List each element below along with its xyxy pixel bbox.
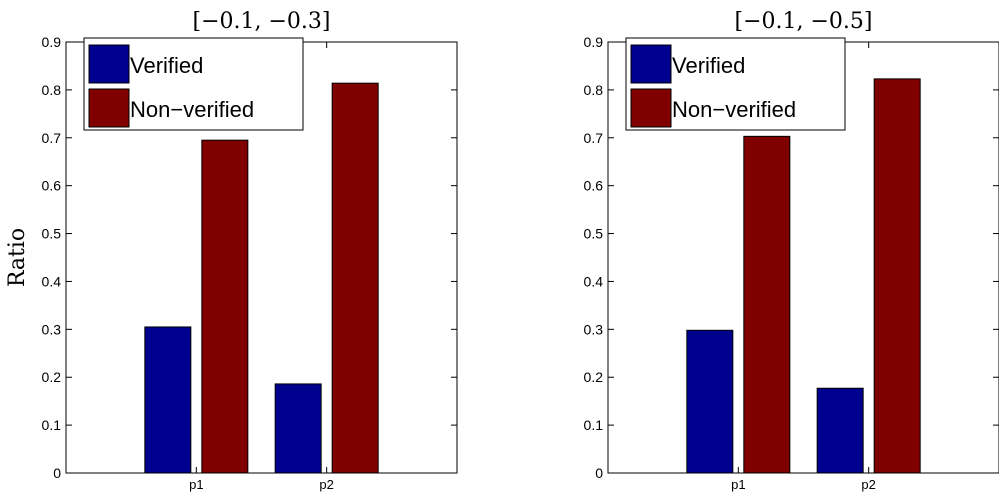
- legend-swatch-non-verified: [88, 88, 130, 128]
- y-tick-label: 0.5: [584, 226, 604, 242]
- chart-2: [−0.1, −0.5] 0 0.1 0.2 0.3 0.4 0.5 0.6 0.7 0.8 0.9…: [584, 9, 999, 492]
- legend-swatch-verified: [88, 44, 130, 84]
- y-tick-label: 0: [53, 465, 61, 481]
- y-tick-label: 0.9: [42, 34, 62, 50]
- y-tick-label: 0.4: [584, 273, 604, 289]
- y-tick-label: 0.1: [584, 417, 604, 433]
- y-tick-label: 0.9: [584, 34, 604, 50]
- bar-verified-p1: [144, 326, 192, 474]
- y-tick-label: 0.5: [42, 226, 62, 242]
- legend: Verified Non−verified: [625, 37, 846, 131]
- y-tick-label: 0.7: [42, 130, 62, 146]
- bar-non-verified-p1: [201, 139, 249, 474]
- y-tick-label: 0.2: [584, 369, 604, 385]
- y-axis-label: Ratio: [5, 228, 30, 287]
- bar-non-verified-p1: [743, 135, 791, 474]
- y-tick-label: 0.2: [42, 369, 62, 385]
- legend-swatch-verified: [630, 44, 672, 84]
- y-tick-label: 0.6: [42, 178, 62, 194]
- x-tick-label: p2: [861, 477, 875, 492]
- x-tick-label: p1: [189, 477, 203, 492]
- bar-verified-p2: [816, 387, 864, 474]
- y-tick-label: 0.8: [584, 82, 604, 98]
- legend-label-verified: Verified: [130, 53, 203, 78]
- legend-label-non-verified: Non−verified: [130, 97, 254, 122]
- y-tick-label: 0: [595, 465, 603, 481]
- legend: Verified Non−verified: [83, 37, 304, 131]
- y-tick-label: 0.3: [584, 321, 604, 337]
- y-tick-label: 0.3: [42, 321, 62, 337]
- bar-verified-p2: [274, 383, 322, 474]
- y-tick-label: 0.6: [584, 178, 604, 194]
- y-tick-label: 0.1: [42, 417, 62, 433]
- legend-label-non-verified: Non−verified: [672, 97, 796, 122]
- x-tick-label: p1: [731, 477, 745, 492]
- y-tick-label: 0.8: [42, 82, 62, 98]
- chart-1: [−0.1, −0.3] Ratio 0 0.1 0.2 0.3 0.4 0.5 0.6 0.7 0…: [5, 9, 458, 492]
- chart-title: [−0.1, −0.3]: [193, 9, 331, 34]
- y-tick-label: 0.7: [584, 130, 604, 146]
- legend-label-verified: Verified: [672, 53, 745, 78]
- legend-swatch-non-verified: [630, 88, 672, 128]
- bar-verified-p1: [686, 329, 734, 474]
- bar-non-verified-p2: [331, 82, 379, 474]
- bar-non-verified-p2: [873, 78, 921, 474]
- chart-title: [−0.1, −0.5]: [735, 9, 873, 34]
- y-tick-label: 0.4: [42, 273, 62, 289]
- x-tick-label: p2: [319, 477, 333, 492]
